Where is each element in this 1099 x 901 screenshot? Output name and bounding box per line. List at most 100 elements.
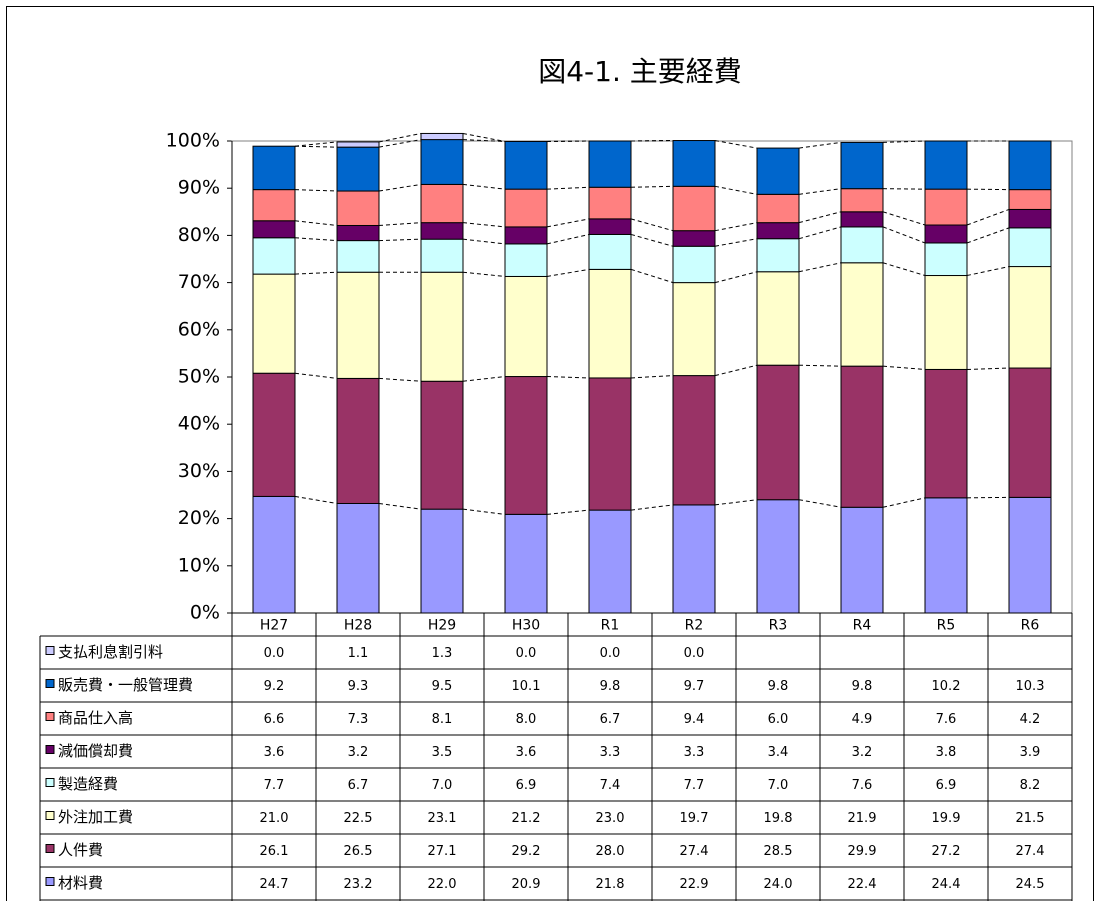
table-cell: 24.5 xyxy=(1016,877,1045,892)
legend-label: 支払利息割引料 xyxy=(58,643,163,661)
bar-segment xyxy=(924,368,968,499)
connector xyxy=(294,372,338,379)
bar-segment xyxy=(924,188,968,226)
bar-segment xyxy=(252,372,296,497)
bar-segment xyxy=(336,377,380,504)
bar-segment xyxy=(672,185,716,232)
bar-segment xyxy=(840,211,884,228)
bar-segment xyxy=(504,513,548,614)
bar-segment xyxy=(420,222,464,240)
table-cell: 9.8 xyxy=(768,679,789,694)
bar-segment xyxy=(672,230,716,247)
bar-segment xyxy=(756,147,800,195)
bar-segment xyxy=(336,190,380,226)
connector xyxy=(546,376,590,379)
x-tick-label: R5 xyxy=(937,618,956,634)
table-cell: 8.1 xyxy=(432,712,453,727)
connector xyxy=(630,233,674,247)
legend-label: 減価償却費 xyxy=(58,742,133,760)
bar-segment xyxy=(504,275,548,378)
table-cell: 10.3 xyxy=(1016,679,1045,694)
y-tick-label: 50% xyxy=(178,366,220,388)
legend-key xyxy=(45,745,55,754)
bar-segment xyxy=(672,245,716,284)
connector xyxy=(378,238,422,242)
legend-key xyxy=(45,844,55,853)
bar-segment xyxy=(252,220,296,239)
table-cell: 3.5 xyxy=(432,745,453,760)
table-cell: 7.7 xyxy=(684,778,705,793)
table-cell: 22.9 xyxy=(680,877,709,892)
table-cell: 21.8 xyxy=(596,877,625,892)
bar-segment xyxy=(1008,208,1052,229)
bar-segment xyxy=(588,218,632,235)
frame xyxy=(6,6,1094,901)
table-cell: 21.5 xyxy=(1016,811,1045,826)
x-tick-label: H27 xyxy=(260,618,288,634)
connector xyxy=(630,375,674,379)
connector xyxy=(378,222,422,226)
x-tick-label: H28 xyxy=(344,618,372,634)
connector xyxy=(714,185,758,195)
bar-segment xyxy=(924,275,968,370)
table-cell: 10.2 xyxy=(932,679,961,694)
table-cell: 7.3 xyxy=(348,712,369,727)
bar-segment xyxy=(924,497,968,614)
table-cell: 21.0 xyxy=(260,811,289,826)
connector xyxy=(714,499,758,506)
table-cell: 24.4 xyxy=(932,877,961,892)
bar-segment xyxy=(336,271,380,379)
connector xyxy=(546,186,590,190)
y-tick-label: 100% xyxy=(166,130,220,152)
bar-segment xyxy=(336,146,380,192)
bar-segment xyxy=(840,188,884,213)
bar-segment xyxy=(588,233,632,270)
connector xyxy=(882,365,926,370)
bar-segment xyxy=(336,502,380,614)
connector xyxy=(798,499,842,508)
connector xyxy=(462,183,506,190)
connector xyxy=(378,183,422,192)
table-cell: 27.1 xyxy=(428,844,457,859)
connector xyxy=(798,226,842,240)
table-cell: 26.1 xyxy=(260,844,289,859)
table-cell: 28.0 xyxy=(596,844,625,859)
table-cell: 28.5 xyxy=(764,844,793,859)
bar-segment xyxy=(252,273,296,374)
table-cell: 6.6 xyxy=(264,712,285,727)
table-cell: 9.8 xyxy=(852,679,873,694)
table-cell: 0.0 xyxy=(600,646,621,661)
bar-segment xyxy=(672,375,716,506)
bar-segment xyxy=(504,243,548,277)
bar-segment xyxy=(1008,496,1052,614)
table-cell: 4.2 xyxy=(1020,712,1041,727)
table-cell: 3.3 xyxy=(684,745,705,760)
table-cell: 1.1 xyxy=(348,646,369,661)
connector xyxy=(966,208,1010,226)
table-cell: 6.9 xyxy=(516,778,537,793)
bar-segment xyxy=(840,141,884,190)
table-cell: 23.2 xyxy=(344,877,373,892)
y-tick-label: 60% xyxy=(178,318,220,340)
bar-segment xyxy=(588,140,632,188)
bar-segment xyxy=(420,380,464,510)
bar-segment xyxy=(756,364,800,501)
connector xyxy=(462,132,506,142)
connector xyxy=(714,222,758,232)
y-tick-label: 90% xyxy=(178,177,220,199)
connector xyxy=(882,226,926,244)
bar-segment xyxy=(1008,227,1052,268)
x-tick-label: R4 xyxy=(853,618,872,634)
bar-segment xyxy=(504,226,548,245)
table-cell: 3.4 xyxy=(768,745,789,760)
bar-segment xyxy=(420,132,464,141)
table-cell: 26.5 xyxy=(344,844,373,859)
y-tick-label: 40% xyxy=(178,413,220,435)
bar-segment xyxy=(252,145,296,191)
connector xyxy=(714,238,758,247)
table-cell: 3.6 xyxy=(516,745,537,760)
connector xyxy=(294,271,338,275)
table-cell: 27.4 xyxy=(1016,844,1045,859)
connector xyxy=(630,504,674,511)
